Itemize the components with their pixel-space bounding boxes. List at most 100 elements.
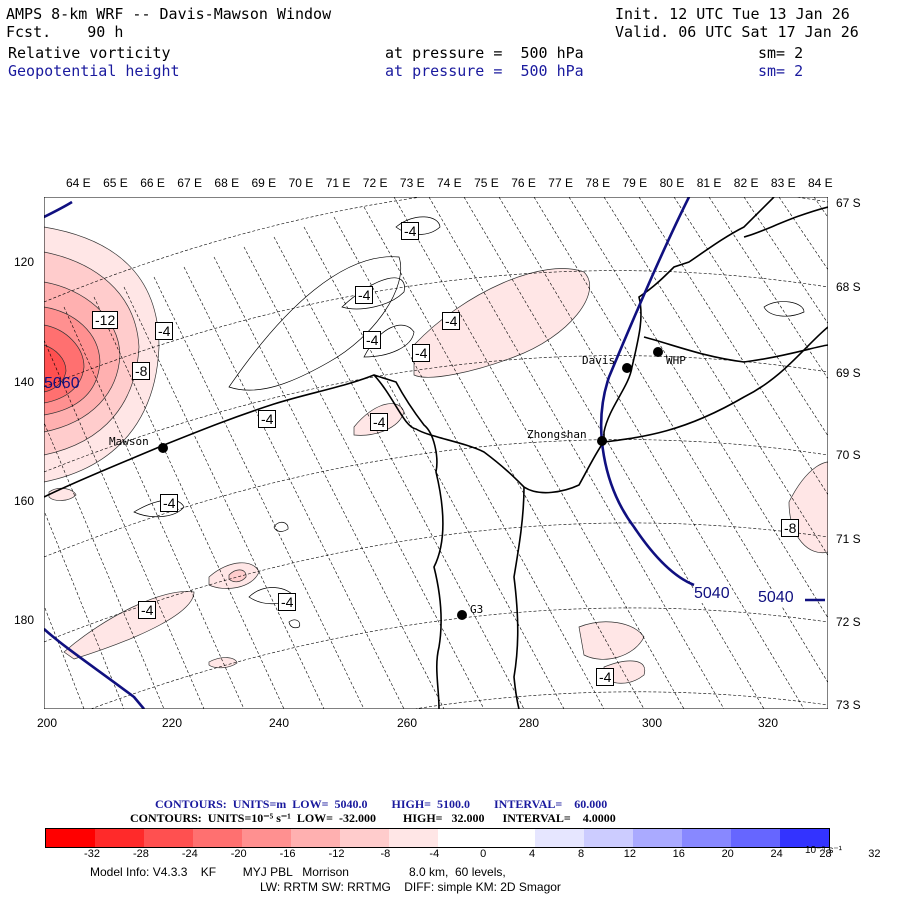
longitude-label: 70 E (288, 176, 314, 190)
vorticity-contour-label: -4 (596, 668, 615, 686)
model-info: Model Info: V4.3.3 KF MYJ PBL Morrison 8… (90, 865, 506, 879)
colorbar-swatch (290, 829, 340, 847)
longitude-label: 81 E (696, 176, 722, 190)
meridian-gridlines (44, 197, 828, 709)
map-title: AMPS 8-km WRF -- Davis-Mawson Window (6, 5, 332, 23)
vorticity-contour-label: -4 (363, 331, 382, 349)
colorbar-swatch (633, 829, 683, 847)
longitude-label: 71 E (325, 176, 351, 190)
valid-time: Valid. 06 UTC Sat 17 Jan 26 (615, 23, 859, 41)
vorticity-contour-label: -4 (258, 410, 277, 428)
colorbar-swatch (94, 829, 144, 847)
longitude-label: 64 E (66, 176, 91, 190)
colorbar-swatch (339, 829, 389, 847)
colorbar-label: -28 (132, 848, 149, 860)
colorbar-unit: 10⁻⁵ s⁻¹ (805, 845, 842, 856)
longitude-label: 73 E (399, 176, 425, 190)
latitude-label: 70 S (836, 448, 861, 462)
x-tick-label: 260 (396, 716, 418, 730)
longitude-label: 77 E (548, 176, 573, 190)
longitude-label: 69 E (251, 176, 277, 190)
field1-level: at pressure = 500 hPa (385, 44, 584, 62)
colorbar-label: 4 (529, 848, 536, 860)
model-physics: LW: RRTM SW: RRTMG DIFF: simple KM: 2D S… (260, 880, 561, 894)
station-label-davis: Davis (582, 354, 616, 367)
vorticity-contours-info: CONTOURS: UNITS=10⁻⁵ s⁻¹ LOW= -32.000 HI… (130, 811, 616, 825)
vorticity-contours (133, 216, 805, 629)
colorbar-label: -16 (279, 848, 296, 860)
vorticity-contour-label: -12 (92, 311, 119, 329)
colorbar-label: -8 (380, 848, 391, 860)
latitude-label: 67 S (836, 196, 861, 210)
x-tick-label: 200 (36, 716, 58, 730)
coastline (44, 197, 828, 709)
vorticity-contour-label: -8 (132, 362, 151, 380)
colorbar-swatch (535, 829, 585, 847)
station-label-whp: WHP (666, 354, 686, 367)
forecast-hour: Fcst. 90 h (6, 23, 124, 41)
y-tick-label: 140 (14, 375, 35, 389)
latitude-label: 73 S (836, 698, 861, 712)
y-tick-label: 160 (14, 494, 35, 508)
longitude-label: 84 E (808, 176, 833, 190)
station-label-g3: G3 (470, 603, 484, 616)
height-label: 5040 (694, 585, 730, 603)
colorbar-swatch (46, 829, 95, 847)
colorbar-label: 20 (721, 848, 734, 860)
longitude-label: 75 E (474, 176, 499, 190)
field1-smoothing: sm= 2 (758, 44, 804, 62)
x-tick-label: 220 (161, 716, 183, 730)
vorticity-contour-label: -4 (401, 222, 420, 240)
colorbar (45, 828, 830, 848)
longitude-label: 82 E (733, 176, 759, 190)
colorbar-swatch (682, 829, 732, 847)
colorbar-swatch (486, 829, 536, 847)
geopotential-height-contours (44, 197, 695, 709)
latitude-label: 68 S (836, 280, 861, 294)
longitude-label: 68 E (214, 176, 240, 190)
field1-name: Relative vorticity (8, 44, 171, 62)
colorbar-label: -20 (230, 848, 247, 860)
y-tick-label: 120 (14, 255, 35, 269)
height-low-label: 5060 (44, 375, 80, 392)
colorbar-swatch (780, 829, 829, 847)
colorbar-swatch (143, 829, 193, 847)
colorbar-swatch (388, 829, 438, 847)
latitude-label: 69 S (836, 366, 861, 380)
vorticity-contour-label: -4 (442, 312, 461, 330)
longitude-label: 80 E (659, 176, 685, 190)
vorticity-contour-label: -4 (355, 286, 374, 304)
colorbar-label: 12 (623, 848, 637, 860)
station-label-zhongshan: Zhongshan (527, 428, 587, 441)
parallel-gridlines (44, 197, 828, 709)
field2-level: at pressure = 500 hPa (385, 62, 584, 80)
station-label-mawson: Mawson (109, 435, 149, 448)
longitude-label: 65 E (103, 176, 128, 190)
longitude-label: 67 E (177, 176, 202, 190)
station-markers (158, 347, 663, 620)
x-tick-label: 280 (518, 716, 540, 730)
vorticity-contour-label: -4 (412, 344, 431, 362)
colorbar-label: 32 (868, 848, 881, 860)
colorbar-label: 0 (480, 848, 487, 860)
colorbar-swatch (584, 829, 634, 847)
longitude-label: 79 E (622, 176, 648, 190)
height-contours-info: CONTOURS: UNITS=m LOW= 5040.0 HIGH= 5100… (155, 797, 608, 811)
colorbar-label: -24 (181, 848, 198, 860)
field2-smoothing: sm= 2 (758, 62, 804, 80)
colorbar-label: 28 (819, 848, 832, 860)
colorbar-label: 16 (672, 848, 685, 860)
longitude-label: 74 E (437, 176, 462, 190)
height-label: 5040 (758, 589, 794, 607)
init-time: Init. 12 UTC Tue 13 Jan 26 (615, 5, 850, 23)
map-plot (44, 197, 828, 709)
vorticity-contour-label: -4 (155, 322, 174, 340)
colorbar-label: 24 (770, 848, 783, 860)
vorticity-contour-label: -4 (160, 494, 179, 512)
longitude-label: 66 E (140, 176, 165, 190)
colorbar-swatch (437, 829, 487, 847)
x-tick-label: 300 (641, 716, 663, 730)
colorbar-label: 8 (577, 848, 585, 860)
longitude-label: 78 E (585, 176, 611, 190)
longitude-label: 83 E (770, 176, 796, 190)
